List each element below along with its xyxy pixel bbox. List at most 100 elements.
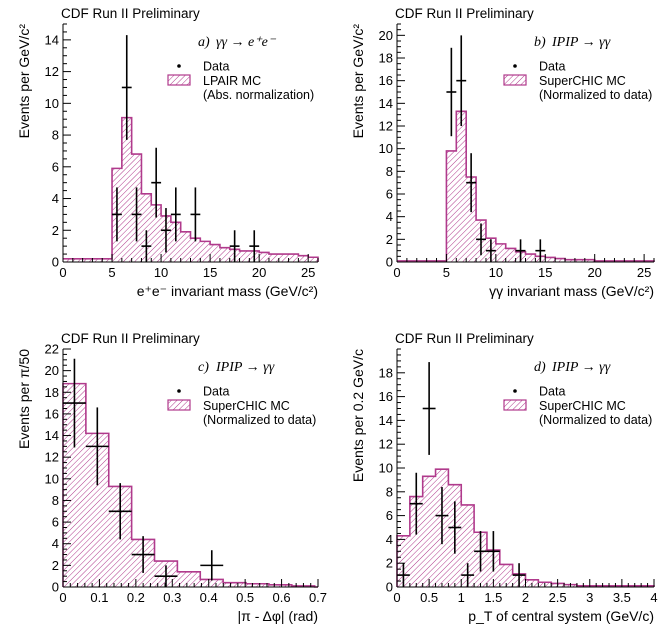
x-tick-label: 3 bbox=[586, 590, 593, 605]
y-tick-label: 10 bbox=[379, 461, 393, 476]
legend-mc-swatch bbox=[167, 399, 191, 411]
x-tick-label: 20 bbox=[252, 265, 266, 280]
panel-d: CDF Run II Preliminary 0 0.5 1 1.5 2 2.5 3 3.5 4 0… bbox=[350, 331, 658, 624]
y-tick-label: 14 bbox=[45, 32, 59, 47]
y-axis-label: Events per 0.2 GeV/c bbox=[350, 349, 366, 482]
data-point bbox=[446, 47, 457, 137]
legend-mc-note: (Normalized to data) bbox=[539, 413, 652, 427]
legend-mc-swatch bbox=[167, 74, 191, 86]
legend-data-label: Data bbox=[539, 60, 565, 74]
mc-histogram-fill bbox=[63, 117, 318, 262]
x-tick-label: 0.5 bbox=[236, 590, 254, 605]
data-point bbox=[151, 147, 162, 218]
y-tick-label: 0 bbox=[52, 255, 59, 270]
data-point bbox=[448, 501, 462, 554]
y-tick-label: 12 bbox=[45, 64, 59, 79]
y-tick-label: 6 bbox=[52, 515, 59, 530]
data-point bbox=[141, 230, 152, 262]
y-tick-label: 4 bbox=[386, 532, 393, 547]
data-point bbox=[486, 531, 500, 572]
x-tick-label: 2.5 bbox=[549, 590, 567, 605]
y-tick-label: 12 bbox=[379, 437, 393, 452]
y-tick-label: 10 bbox=[45, 96, 59, 111]
y-tick-label: 8 bbox=[386, 484, 393, 499]
process-label: IPIP → γγ bbox=[215, 360, 275, 375]
data-point bbox=[108, 483, 132, 540]
data-point bbox=[170, 187, 181, 242]
legend-mc-note: (Normalized to data) bbox=[539, 88, 652, 102]
data-point bbox=[476, 223, 486, 256]
legend-mc-swatch bbox=[503, 74, 527, 86]
x-tick-label: 1 bbox=[458, 590, 465, 605]
legend-mc-note: (Abs. normalization) bbox=[203, 88, 314, 102]
x-tick-label: 5 bbox=[108, 265, 115, 280]
x-tick-label: 3.5 bbox=[613, 590, 631, 605]
x-tick-label: 0.7 bbox=[309, 590, 327, 605]
data-point bbox=[456, 35, 467, 126]
y-tick-label: 8 bbox=[386, 164, 393, 179]
y-tick-label: 4 bbox=[52, 536, 59, 551]
mc-histogram-fill bbox=[397, 111, 654, 263]
y-axis-label: Events per GeV/c² bbox=[16, 24, 32, 139]
y-tick-label: 2 bbox=[386, 556, 393, 571]
y-tick-label: 16 bbox=[379, 73, 393, 88]
data-point bbox=[200, 550, 224, 581]
x-tick-label: 25 bbox=[637, 265, 651, 280]
y-tick-label: 16 bbox=[45, 406, 59, 421]
process-label: IPIP → γγ bbox=[551, 35, 611, 50]
x-tick-label: 15 bbox=[538, 265, 552, 280]
x-tick-label: 0 bbox=[59, 590, 66, 605]
y-tick-label: 10 bbox=[379, 141, 393, 156]
x-axis-label: p_T of central system (GeV/c) bbox=[468, 608, 654, 624]
data-point bbox=[131, 536, 155, 573]
data-point bbox=[131, 187, 142, 242]
y-tick-label: 6 bbox=[386, 187, 393, 202]
panel-a: CDF Run II Preliminary 0 5 10 15 20 25 0 2 4 6 8 10 1… bbox=[16, 6, 319, 299]
y-tick-label: 6 bbox=[386, 508, 393, 523]
x-tick-label: 0.2 bbox=[127, 590, 145, 605]
data-point bbox=[249, 230, 260, 262]
y-tick-label: 20 bbox=[45, 363, 59, 378]
x-tick-label: 10 bbox=[489, 265, 503, 280]
legend-mc-label: SuperCHIC MC bbox=[539, 399, 626, 413]
y-tick-label: 16 bbox=[379, 389, 393, 404]
data-point bbox=[229, 230, 240, 262]
y-tick-label: 0 bbox=[386, 580, 393, 595]
legend-mc-swatch bbox=[503, 399, 527, 411]
x-tick-label: 1.5 bbox=[484, 590, 502, 605]
y-tick-label: 2 bbox=[52, 558, 59, 573]
legend-mc-label: SuperCHIC MC bbox=[539, 74, 626, 88]
x-axis-label: γγ invariant mass (GeV/c²) bbox=[489, 283, 654, 299]
x-tick-label: 15 bbox=[203, 265, 217, 280]
x-tick-label: 0 bbox=[393, 265, 400, 280]
data-point bbox=[474, 531, 487, 572]
legend-data-marker bbox=[177, 389, 181, 393]
x-tick-label: 0.3 bbox=[163, 590, 181, 605]
data-point bbox=[485, 239, 496, 262]
header-text: CDF Run II Preliminary bbox=[395, 6, 534, 21]
x-tick-label: 25 bbox=[301, 265, 315, 280]
process-label: γγ → e⁺e⁻ bbox=[216, 35, 277, 50]
y-tick-label: 12 bbox=[45, 450, 59, 465]
data-point bbox=[512, 563, 526, 587]
legend-data-marker bbox=[513, 389, 517, 393]
y-tick-label: 12 bbox=[379, 119, 393, 134]
legend-data-marker bbox=[177, 64, 181, 68]
x-tick-label: 4 bbox=[650, 590, 657, 605]
y-tick-label: 8 bbox=[52, 128, 59, 143]
mc-histogram-outline bbox=[63, 116, 319, 262]
mc-histogram-fill bbox=[63, 383, 318, 587]
data-point bbox=[435, 487, 449, 545]
data-point bbox=[409, 472, 423, 535]
panel-label: b) bbox=[534, 35, 546, 50]
data-point bbox=[461, 563, 475, 587]
header-text: CDF Run II Preliminary bbox=[61, 6, 200, 21]
legend-data-label: Data bbox=[203, 385, 229, 399]
panel-label: d) bbox=[534, 360, 546, 375]
legend-mc-label: SuperCHIC MC bbox=[203, 399, 290, 413]
x-tick-label: 0.5 bbox=[420, 590, 438, 605]
data-point bbox=[535, 239, 546, 262]
data-point bbox=[121, 35, 132, 140]
x-tick-label: 0 bbox=[393, 590, 400, 605]
